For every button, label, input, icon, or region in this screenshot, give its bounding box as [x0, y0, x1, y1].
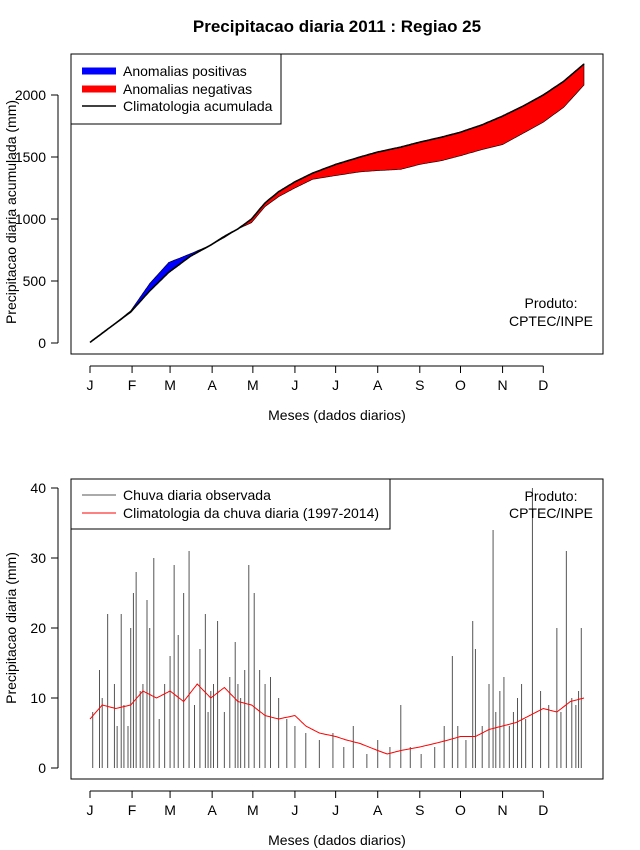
top-x-tick-label: M [247, 377, 259, 393]
top-y-tick-label: 500 [23, 273, 47, 289]
daily-climatology-line [89, 683, 585, 755]
top-product-label: Produto: [525, 295, 578, 311]
bottom-x-tick-label: D [538, 802, 548, 818]
legend-observed-label: Chuva diaria observada [123, 487, 271, 503]
top-y-tick-label: 1500 [15, 149, 46, 165]
top-plot-area [89, 63, 585, 344]
bottom-x-tick-label: A [373, 802, 383, 818]
top-x-tick-label: F [128, 377, 137, 393]
bottom-x-axis-label: Meses (dados diarios) [268, 832, 406, 848]
top-x-tick-label: N [498, 377, 508, 393]
top-x-tick-label: O [455, 377, 466, 393]
bottom-x-tick-label: S [415, 802, 424, 818]
top-x-tick-label: S [415, 377, 424, 393]
bottom-x-tick-label: A [207, 802, 217, 818]
bottom-y-tick-label: 30 [30, 550, 46, 566]
top-y-tick-label: 0 [38, 335, 46, 351]
top-x-tick-label: M [164, 377, 176, 393]
bottom-legend-box [70, 478, 391, 530]
legend-negative-label: Anomalias negativas [123, 81, 252, 97]
figure-title: Precipitacao diaria 2011 : Regiao 25 [193, 17, 481, 36]
cumulative-climatology-line [89, 63, 585, 344]
bottom-y-axis-label: Precipitacao diaria (mm) [3, 552, 19, 704]
top-plot-frame [70, 53, 604, 355]
bottom-x-tick-label: N [498, 802, 508, 818]
bottom-y-tick-label: 20 [30, 620, 46, 636]
observed-daily-bars [92, 488, 582, 768]
top-x-tick-label: A [373, 377, 383, 393]
bottom-x-tick-label: F [128, 802, 137, 818]
top-legend: Anomalias positivas Anomalias negativas … [70, 53, 282, 125]
bottom-product-source: CPTEC/INPE [509, 505, 593, 521]
legend-climatology-label: Climatologia acumulada [123, 98, 273, 114]
top-panel: 0 500 1000 1500 2000 J F M A M J J A S O N D Precipitac… [3, 53, 604, 423]
legend-daily-climatology-label: Climatologia da chuva diaria (1997-2014) [123, 505, 379, 521]
bottom-y-axis: 0 10 20 30 40 [30, 480, 59, 776]
legend-positive-label: Anomalias positivas [123, 63, 247, 79]
bottom-x-tick-label: J [87, 802, 94, 818]
top-y-tick-label: 1000 [15, 211, 46, 227]
bottom-x-tick-label: M [164, 802, 176, 818]
bottom-x-tick-label: J [291, 802, 298, 818]
top-x-tick-label: J [291, 377, 298, 393]
top-x-tick-label: J [332, 377, 339, 393]
bottom-x-tick-label: O [455, 802, 466, 818]
top-y-axis-label: Precipitacao diaria acumulada (mm) [3, 100, 19, 324]
bottom-legend: Chuva diaria observada Climatologia da c… [70, 478, 391, 530]
bottom-panel: 0 10 20 30 40 J F M A M J J A S O N D Precipitacao diar… [3, 478, 604, 848]
top-x-tick-label: A [207, 377, 217, 393]
top-x-tick-label: D [538, 377, 548, 393]
top-product-source: CPTEC/INPE [509, 313, 593, 329]
top-x-axis-label: Meses (dados diarios) [268, 407, 406, 423]
top-y-axis: 0 500 1000 1500 2000 [15, 87, 59, 351]
bottom-y-tick-label: 10 [30, 690, 46, 706]
bottom-product-label: Produto: [525, 488, 578, 504]
bottom-x-tick-label: J [332, 802, 339, 818]
top-y-tick-label: 2000 [15, 87, 46, 103]
bottom-y-tick-label: 40 [30, 480, 46, 496]
top-x-tick-label: J [87, 377, 94, 393]
bottom-y-tick-label: 0 [38, 760, 46, 776]
bottom-x-tick-label: M [247, 802, 259, 818]
